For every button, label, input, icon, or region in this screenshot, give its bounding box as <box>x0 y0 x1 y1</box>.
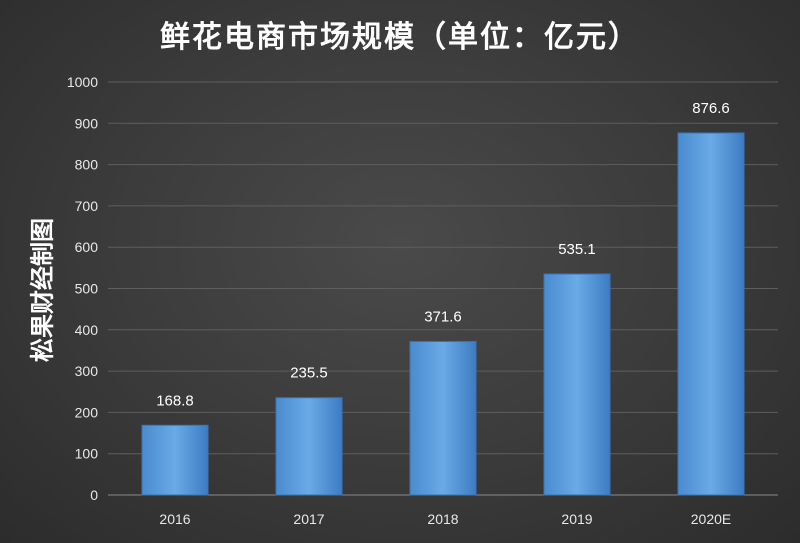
x-tick-label: 2018 <box>427 511 458 527</box>
data-label: 876.6 <box>692 100 730 117</box>
bar <box>543 273 611 496</box>
y-tick-label: 300 <box>75 363 99 379</box>
y-tick-label: 400 <box>75 322 99 338</box>
data-label: 168.8 <box>156 392 194 409</box>
y-tick-label: 900 <box>75 115 99 131</box>
y-tick-label: 800 <box>75 157 99 173</box>
y-tick-label: 500 <box>75 281 99 297</box>
x-axis-ticks: 2016 2017 2018 2019 2020E <box>159 511 731 527</box>
bar <box>409 341 477 496</box>
bar <box>141 424 209 496</box>
bar <box>275 397 343 496</box>
data-label: 371.6 <box>424 309 462 326</box>
y-tick-label: 700 <box>75 198 99 214</box>
data-labels: 168.8 235.5 371.6 535.1 876.6 <box>156 100 730 409</box>
bar <box>677 132 745 496</box>
data-label: 235.5 <box>290 365 328 382</box>
x-tick-label: 2016 <box>159 511 190 527</box>
bars <box>141 132 745 496</box>
x-tick-label: 2017 <box>293 511 324 527</box>
x-tick-label: 2019 <box>561 511 592 527</box>
x-tick-label: 2020E <box>691 511 731 527</box>
chart-title: 鲜花电商市场规模（单位：亿元） <box>160 20 640 55</box>
y-axis-ticks: 0 100 200 300 400 500 600 700 800 900 1000 <box>67 74 98 503</box>
data-label: 535.1 <box>558 241 596 258</box>
y-tick-label: 1000 <box>67 74 98 90</box>
y-tick-label: 0 <box>90 487 98 503</box>
y-tick-label: 100 <box>75 446 99 462</box>
y-tick-label: 600 <box>75 239 99 255</box>
y-tick-label: 200 <box>75 404 99 420</box>
